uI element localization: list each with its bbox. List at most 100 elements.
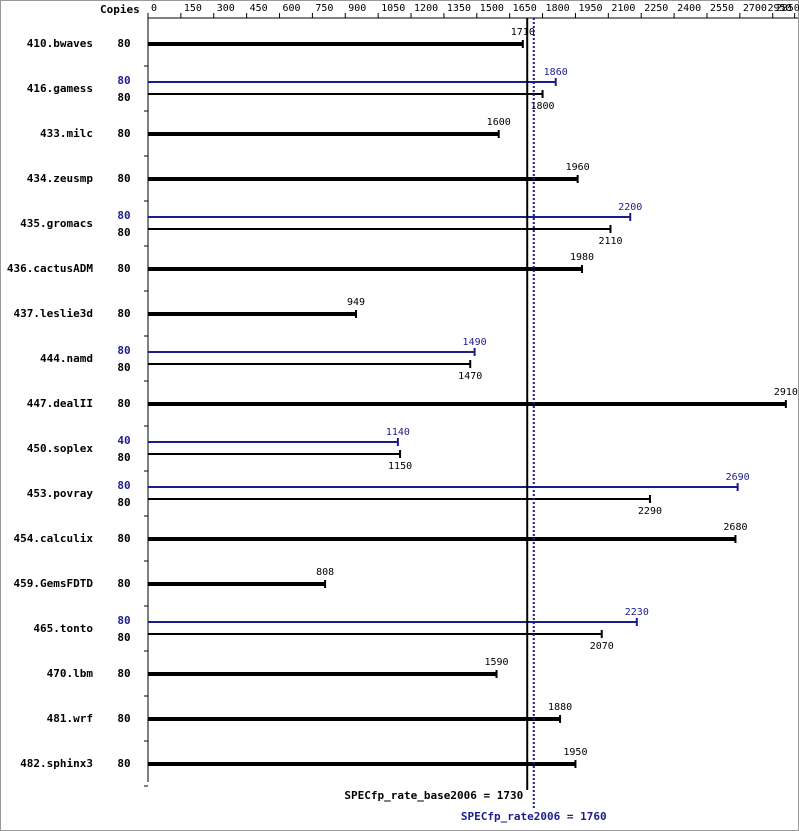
value-label: 1880 — [548, 702, 572, 713]
bar — [148, 717, 561, 721]
bar — [148, 93, 543, 95]
benchmark-name: 433.milc — [40, 127, 93, 140]
summary-label: SPECfp_rate_base2006 = — [344, 789, 490, 802]
x-tick-label: 300 — [217, 3, 235, 14]
copies: 80 — [117, 712, 130, 725]
copies: 80 — [117, 74, 130, 87]
copies: 80 — [117, 344, 130, 357]
value-label: 1800 — [531, 101, 555, 112]
benchmark-name: 453.povray — [27, 487, 94, 500]
x-tick-label: 1350 — [447, 3, 471, 14]
copies-header: Copies — [100, 3, 140, 16]
bar — [148, 402, 786, 406]
bar — [148, 228, 611, 230]
bar — [148, 498, 650, 500]
benchmark-name: 436.cactusADM — [7, 262, 93, 275]
x-tick-label: 750 — [315, 3, 333, 14]
x-tick-label: 450 — [250, 3, 268, 14]
bar — [148, 351, 475, 353]
value-label: 2230 — [625, 607, 649, 618]
bar — [148, 363, 471, 365]
x-tick-label: 2700 — [743, 3, 767, 14]
peak-summary: SPECfp_rate2006 = 1760 — [461, 810, 607, 823]
bar — [148, 762, 576, 766]
bar — [148, 582, 326, 586]
bar — [148, 441, 398, 443]
x-tick-label: 1650 — [513, 3, 537, 14]
x-tick-label: 900 — [348, 3, 366, 14]
base-summary: SPECfp_rate_base2006 = 1730 — [344, 789, 523, 802]
value-label: 1470 — [458, 371, 482, 382]
summary-value: 1760 — [580, 810, 607, 823]
copies: 80 — [117, 37, 130, 50]
x-tick-label: 2950 — [768, 3, 792, 14]
value-label: 2290 — [638, 506, 662, 517]
value-label: 2070 — [590, 641, 614, 652]
value-label: 1710 — [511, 27, 535, 38]
value-label: 1590 — [484, 657, 508, 668]
bar — [148, 672, 497, 676]
x-tick-label: 1500 — [480, 3, 504, 14]
benchmark-name: 482.sphinx3 — [20, 757, 93, 770]
copies: 80 — [117, 361, 130, 374]
x-tick-label: 1800 — [546, 3, 570, 14]
bar — [148, 312, 357, 316]
benchmark-name: 435.gromacs — [20, 217, 93, 230]
benchmark-name: 450.soplex — [27, 442, 94, 455]
copies: 80 — [117, 479, 130, 492]
value-label: 1980 — [570, 252, 594, 263]
bar — [148, 132, 499, 136]
x-tick-label: 1200 — [414, 3, 438, 14]
bar — [148, 177, 578, 181]
bar — [148, 453, 401, 455]
copies: 80 — [117, 614, 130, 627]
copies: 80 — [117, 91, 130, 104]
copies: 80 — [117, 209, 130, 222]
value-label: 808 — [316, 567, 334, 578]
x-tick-label: 2100 — [611, 3, 635, 14]
x-tick-label: 600 — [283, 3, 301, 14]
x-tick-label: 2850 — [776, 3, 799, 14]
summary-label: SPECfp_rate2006 = — [461, 810, 574, 823]
value-label: 1950 — [563, 747, 587, 758]
bar — [148, 81, 556, 83]
benchmark-name: 454.calculix — [14, 532, 94, 545]
x-tick-label: 0 — [151, 3, 157, 14]
benchmark-name: 444.namd — [40, 352, 93, 365]
benchmark-name: 447.dealII — [27, 397, 93, 410]
bar — [148, 216, 631, 218]
x-tick-label: 2250 — [644, 3, 668, 14]
copies: 80 — [117, 307, 130, 320]
copies: 80 — [117, 172, 130, 185]
bar — [148, 621, 637, 623]
summary-value: 1730 — [497, 789, 524, 802]
bar — [148, 42, 523, 46]
bar — [148, 633, 602, 635]
copies: 80 — [117, 496, 130, 509]
benchmark-name: 459.GemsFDTD — [14, 577, 94, 590]
benchmark-name: 465.tonto — [33, 622, 93, 635]
x-tick-label: 2400 — [677, 3, 701, 14]
value-label: 1600 — [487, 117, 511, 128]
value-label: 2690 — [726, 472, 750, 483]
benchmark-name: 470.lbm — [47, 667, 94, 680]
benchmark-name: 481.wrf — [47, 712, 93, 725]
copies: 80 — [117, 577, 130, 590]
copies: 80 — [117, 667, 130, 680]
benchmark-name: 410.bwaves — [27, 37, 93, 50]
bar — [148, 486, 738, 488]
copies: 80 — [117, 532, 130, 545]
bar — [148, 537, 736, 541]
copies: 80 — [117, 226, 130, 239]
value-label: 2910 — [774, 387, 798, 398]
value-label: 1960 — [566, 162, 590, 173]
copies: 80 — [117, 757, 130, 770]
value-label: 949 — [347, 297, 365, 308]
value-label: 2200 — [618, 202, 642, 213]
x-tick-label: 1950 — [578, 3, 602, 14]
value-label: 1860 — [544, 67, 568, 78]
value-label: 1140 — [386, 427, 410, 438]
x-tick-label: 150 — [184, 3, 202, 14]
value-label: 2680 — [723, 522, 747, 533]
